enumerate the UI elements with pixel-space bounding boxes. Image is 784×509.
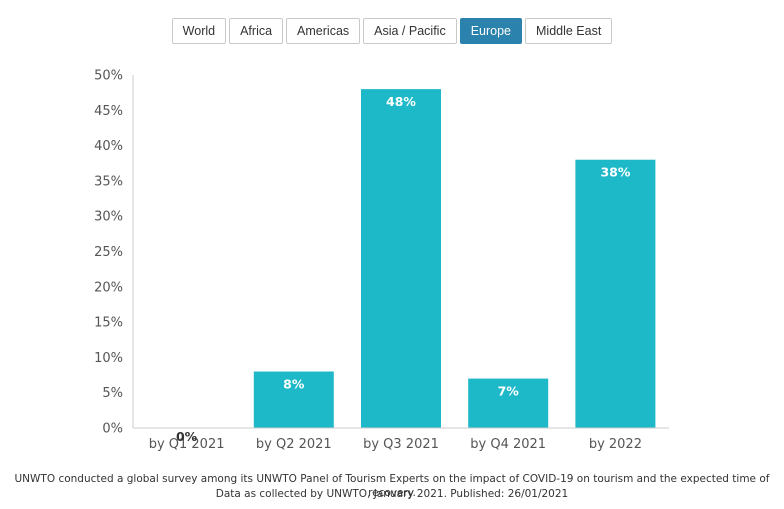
bar[interactable]: [468, 378, 549, 428]
tab-world[interactable]: World: [171, 18, 227, 44]
y-tick-label: 15%: [94, 316, 123, 331]
x-tick-label: by Q3 2021: [363, 437, 439, 452]
region-tabs: World Africa Americas Asia / Pacific Eur…: [0, 18, 784, 44]
bar[interactable]: [361, 89, 441, 429]
y-tick-label: 35%: [94, 174, 123, 189]
y-tick-label: 5%: [102, 386, 123, 401]
y-tick-label: 30%: [94, 210, 123, 225]
bar[interactable]: [253, 371, 334, 428]
data-label: 8%: [283, 377, 305, 392]
y-tick-label: 10%: [94, 351, 123, 366]
bars: [253, 89, 656, 429]
data-labels: 0% 8% 48% 7% 38%: [176, 94, 631, 444]
tab-europe[interactable]: Europe: [459, 18, 523, 44]
y-tick-label: 25%: [94, 245, 123, 260]
caption-line-1: UNWTO conducted a global survey among it…: [14, 473, 770, 499]
tab-americas[interactable]: Americas: [286, 18, 361, 44]
data-label: 38%: [600, 165, 630, 180]
x-tick-label: by 2022: [589, 437, 642, 452]
data-label: 48%: [386, 94, 416, 109]
y-tick-label: 20%: [94, 280, 123, 295]
y-tick-label: 50%: [94, 69, 123, 84]
x-tick-label: by Q1 2021: [149, 437, 225, 452]
tab-asia-pacific[interactable]: Asia / Pacific: [363, 18, 457, 44]
bar-chart: 0% 5% 10% 15% 20% 25% 30% 35% 40% 45% 50% by Q1 20…: [94, 69, 669, 452]
x-axis: by Q1 2021 by Q2 2021 by Q3 2021 by Q4 2021…: [133, 427, 669, 452]
tab-africa[interactable]: Africa: [229, 18, 284, 44]
x-tick-label: by Q4 2021: [470, 437, 546, 452]
bar[interactable]: [575, 159, 656, 428]
y-tick-label: 0%: [102, 422, 123, 437]
caption-line-2: Data as collected by UNWTO, January 2021…: [215, 488, 569, 500]
tab-middle-east[interactable]: Middle East: [525, 18, 613, 44]
y-tick-label: 45%: [94, 104, 123, 119]
y-axis: 0% 5% 10% 15% 20% 25% 30% 35% 40% 45% 50%: [94, 69, 134, 437]
data-label: 7%: [498, 384, 520, 399]
x-tick-label: by Q2 2021: [256, 437, 332, 452]
data-label: 0%: [176, 429, 198, 444]
y-tick-label: 40%: [94, 139, 123, 154]
